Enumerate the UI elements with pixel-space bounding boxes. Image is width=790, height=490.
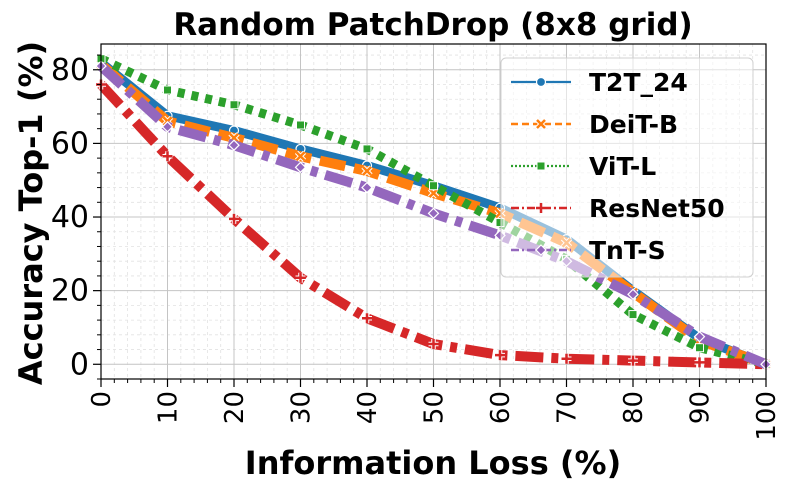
series-marker-x [427,187,440,199]
series-marker-plus [162,151,173,162]
series-marker-plus [362,313,372,324]
y-axis-label: Accuracy Top-1 (%) [12,41,50,385]
series-marker-square [536,161,546,171]
series-marker-diamond [427,207,440,220]
x-tick-label: 70 [553,391,583,424]
series-marker-square [362,144,372,154]
legend-item: ResNet50 [511,194,725,223]
x-tick-label: 20 [220,391,250,424]
series-marker-plus [428,339,439,350]
marker-x-stroke [362,166,372,176]
legend-label: T2T_24 [589,68,688,97]
chart-title: Random PatchDrop (8x8 grid) [173,7,692,43]
legend-label: TnT-S [589,236,666,265]
marker-plus-stroke [162,151,173,162]
series-marker-diamond [627,288,639,301]
series-marker-plus [536,203,546,213]
series-marker-square [429,181,438,191]
marker-plus-stroke [295,272,306,283]
y-tick-label: 20 [51,274,89,309]
series-line [99,54,768,369]
series-marker-diamond [228,139,240,152]
series-marker-x [361,165,373,177]
marker-plus-stroke [428,339,439,350]
marker-x-stroke [295,151,306,162]
series-marker-square [695,343,704,353]
marker-plus-stroke [229,213,239,224]
x-tick-label: 100 [752,391,782,441]
series-marker-square [296,120,305,130]
marker-plus-stroke [561,353,572,364]
series-marker-diamond [161,120,174,133]
series-marker-diamond [294,161,307,174]
legend-item: TnT-S [511,236,666,265]
series-marker-x [535,118,547,130]
marker-plus-stroke [628,355,638,366]
marker-plus-stroke [536,203,546,213]
series-marker-diamond [693,330,706,343]
legend-item: DeiT-B [511,110,678,139]
y-tick-label: 80 [51,53,89,88]
series-marker-square [229,100,239,110]
series-marker-plus [561,353,572,364]
legend: T2T_24 DeiT-B ViT-L ResNet50 TnT-S [500,57,754,278]
series-marker-x [294,150,307,162]
x-tick-label: 0 [87,391,117,408]
marker-plus-stroke [362,313,372,324]
series-marker-plus [628,355,638,366]
x-tick-label: 90 [686,391,716,424]
legend-label: ResNet50 [589,194,725,223]
x-tick-label: 30 [287,391,317,424]
series-marker-square [163,85,172,95]
x-tick-label: 60 [486,391,516,424]
series-marker-plus [229,213,239,224]
legend-label: DeiT-B [589,110,678,139]
legend-item: ViT-L [511,152,656,181]
series-marker-square [628,310,638,320]
marker-plus-stroke [495,350,505,361]
x-tick-label: 50 [420,391,450,424]
marker-x-stroke [428,188,439,198]
legend-label: ViT-L [589,152,656,181]
series-marker-circle [535,76,547,88]
legend-box [500,57,754,278]
legend-item: T2T_24 [511,68,688,97]
y-tick-label: 0 [70,347,89,382]
series-marker-diamond [361,181,373,194]
marker-x-stroke [536,119,546,129]
series-marker-plus [694,357,705,368]
series-layer [95,54,772,371]
series-marker-plus [495,350,505,361]
axis-ticks: 0 20 40 60 80 0 10 20 30 40 50 60 70 80 90 100 [51,53,782,441]
x-tick-label: 80 [619,391,649,424]
marker-plus-stroke [694,357,705,368]
series-marker-plus [295,272,306,283]
series-marker-diamond [535,244,547,256]
x-tick-label: 40 [353,391,383,424]
x-axis-label: Information Loss (%) [245,444,621,482]
y-tick-label: 40 [51,200,89,235]
y-tick-label: 60 [51,126,89,161]
x-tick-label: 10 [154,391,184,424]
